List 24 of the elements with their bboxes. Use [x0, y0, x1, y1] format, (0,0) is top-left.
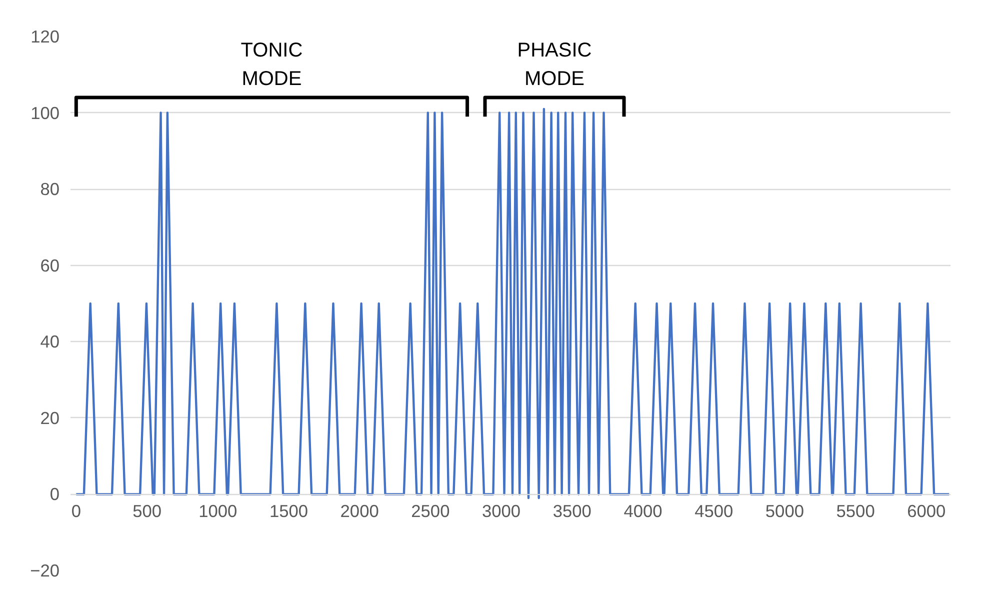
x-tick-label: 4000 — [624, 501, 662, 522]
y-tick-label: 40 — [40, 332, 60, 352]
x-tick-label: 2500 — [411, 501, 450, 522]
x-tick-label: 2000 — [340, 501, 379, 522]
x-tick-label: 6000 — [907, 501, 946, 522]
x-tick-label: 1500 — [269, 501, 308, 522]
line-series — [75, 108, 950, 500]
x-tick-label: 0 — [71, 501, 81, 522]
x-tick-label: 500 — [132, 501, 162, 522]
y-tick-label: 100 — [30, 102, 60, 123]
annotation: TONIC MODE — [240, 39, 303, 90]
y-tick-label: 80 — [40, 179, 60, 200]
y-tick-label: −20 — [30, 560, 60, 580]
x-tick-label: 4500 — [694, 501, 734, 522]
x-tick-label: 5500 — [836, 501, 875, 522]
x-tick-label: 5000 — [765, 501, 804, 522]
x-tick-label: 3000 — [482, 501, 521, 522]
annotation: PHASIC MODE — [517, 39, 592, 90]
x-tick-label: 3500 — [552, 501, 592, 522]
y-tick-label: 0 — [50, 484, 60, 504]
x-tick-label: 1000 — [198, 501, 238, 522]
y-tick-label: 60 — [40, 255, 60, 276]
y-tick-label: 120 — [30, 26, 60, 46]
y-tick-label: 20 — [40, 408, 60, 428]
